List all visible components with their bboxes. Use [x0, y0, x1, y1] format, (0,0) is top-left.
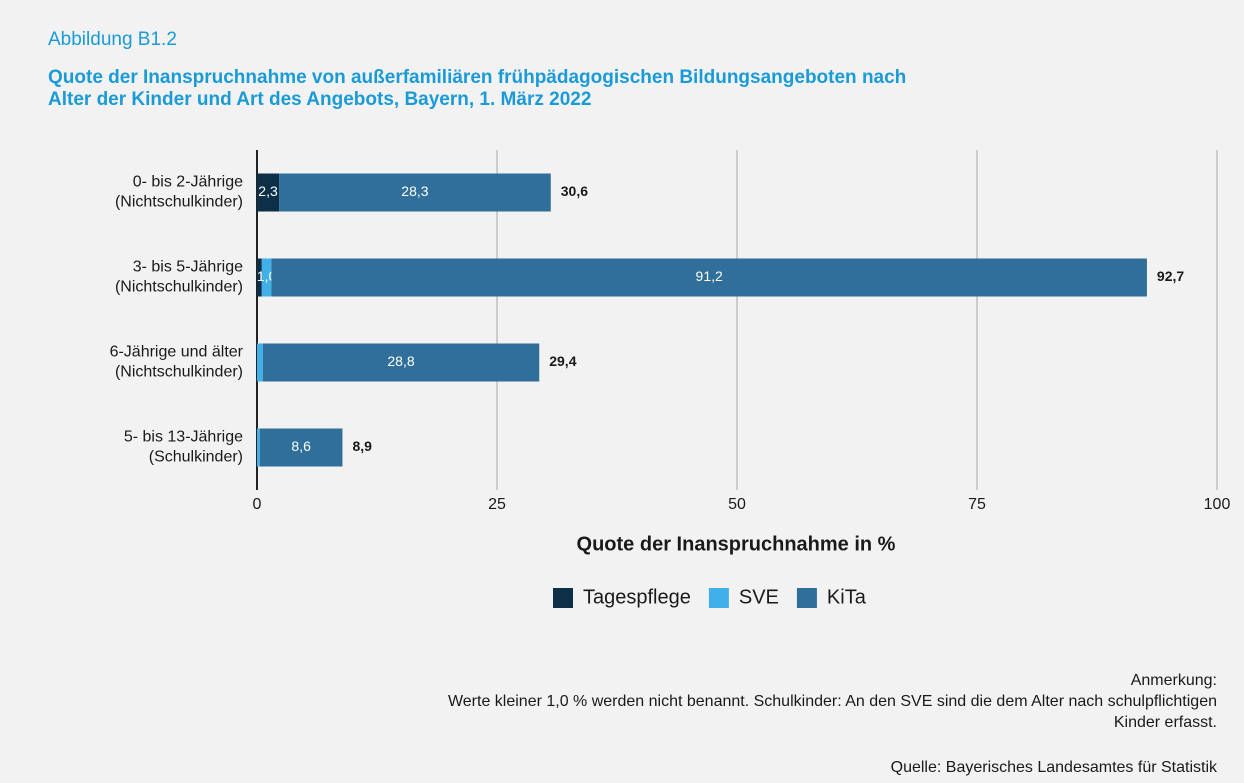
total-label: 8,9	[352, 438, 372, 454]
total-label: 29,4	[549, 353, 576, 369]
y-tick-label: (Nichtschulkinder)	[115, 279, 243, 296]
y-tick-label: 0- bis 2-Jährige	[133, 174, 243, 191]
bar-segment	[257, 258, 262, 297]
y-tick-label: 6-Jährige und älter	[110, 344, 244, 361]
legend-label: SVE	[739, 586, 779, 608]
value-label: 2,3	[258, 183, 278, 199]
legend-swatch	[553, 588, 573, 608]
source: Quelle: Bayerisches Landesamtes für Stat…	[891, 759, 1218, 776]
chart-title: Quote der Inanspruchnahme von außerfamil…	[48, 67, 906, 88]
note-title: Anmerkung:	[1131, 672, 1217, 689]
total-label: 30,6	[561, 183, 588, 199]
legend-swatch	[708, 588, 729, 608]
total-label: 92,7	[1157, 268, 1184, 284]
y-tick-label: (Nichtschulkinder)	[115, 194, 243, 211]
bar-segment	[257, 428, 260, 467]
x-tick-label: 0	[253, 496, 262, 513]
bar-segment	[257, 343, 263, 382]
y-tick-label: 3- bis 5-Jährige	[133, 259, 243, 276]
value-label: 8,6	[291, 438, 311, 454]
bar-segment	[259, 428, 343, 467]
bar-segment	[271, 258, 1147, 297]
x-axis-title: Quote der Inanspruchnahme in %	[577, 533, 896, 555]
x-tick-label: 100	[1204, 496, 1231, 513]
y-tick-label: (Schulkinder)	[149, 449, 243, 466]
note: Kinder erfasst.	[1114, 714, 1217, 731]
bar-segment	[261, 258, 272, 297]
y-tick-label: 5- bis 13-Jährige	[124, 429, 243, 446]
bar-segment	[262, 343, 540, 382]
x-tick-label: 75	[968, 496, 986, 513]
value-label: 28,3	[401, 183, 428, 199]
legend-swatch	[796, 588, 817, 608]
legend-label: KiTa	[827, 586, 867, 608]
bar-segment	[279, 173, 551, 212]
note: Werte kleiner 1,0 % werden nicht benannt…	[448, 693, 1217, 710]
header: Abbildung B1.2	[48, 29, 177, 50]
chart-title: Alter der Kinder und Art des Angebots, B…	[48, 89, 591, 110]
bar-segment	[257, 173, 280, 212]
value-label: 91,2	[696, 268, 723, 284]
value-label: 28,8	[387, 353, 414, 369]
legend-label: Tagespflege	[583, 586, 691, 608]
x-tick-label: 25	[488, 496, 506, 513]
y-tick-label: (Nichtschulkinder)	[115, 364, 243, 381]
x-tick-label: 50	[728, 496, 746, 513]
